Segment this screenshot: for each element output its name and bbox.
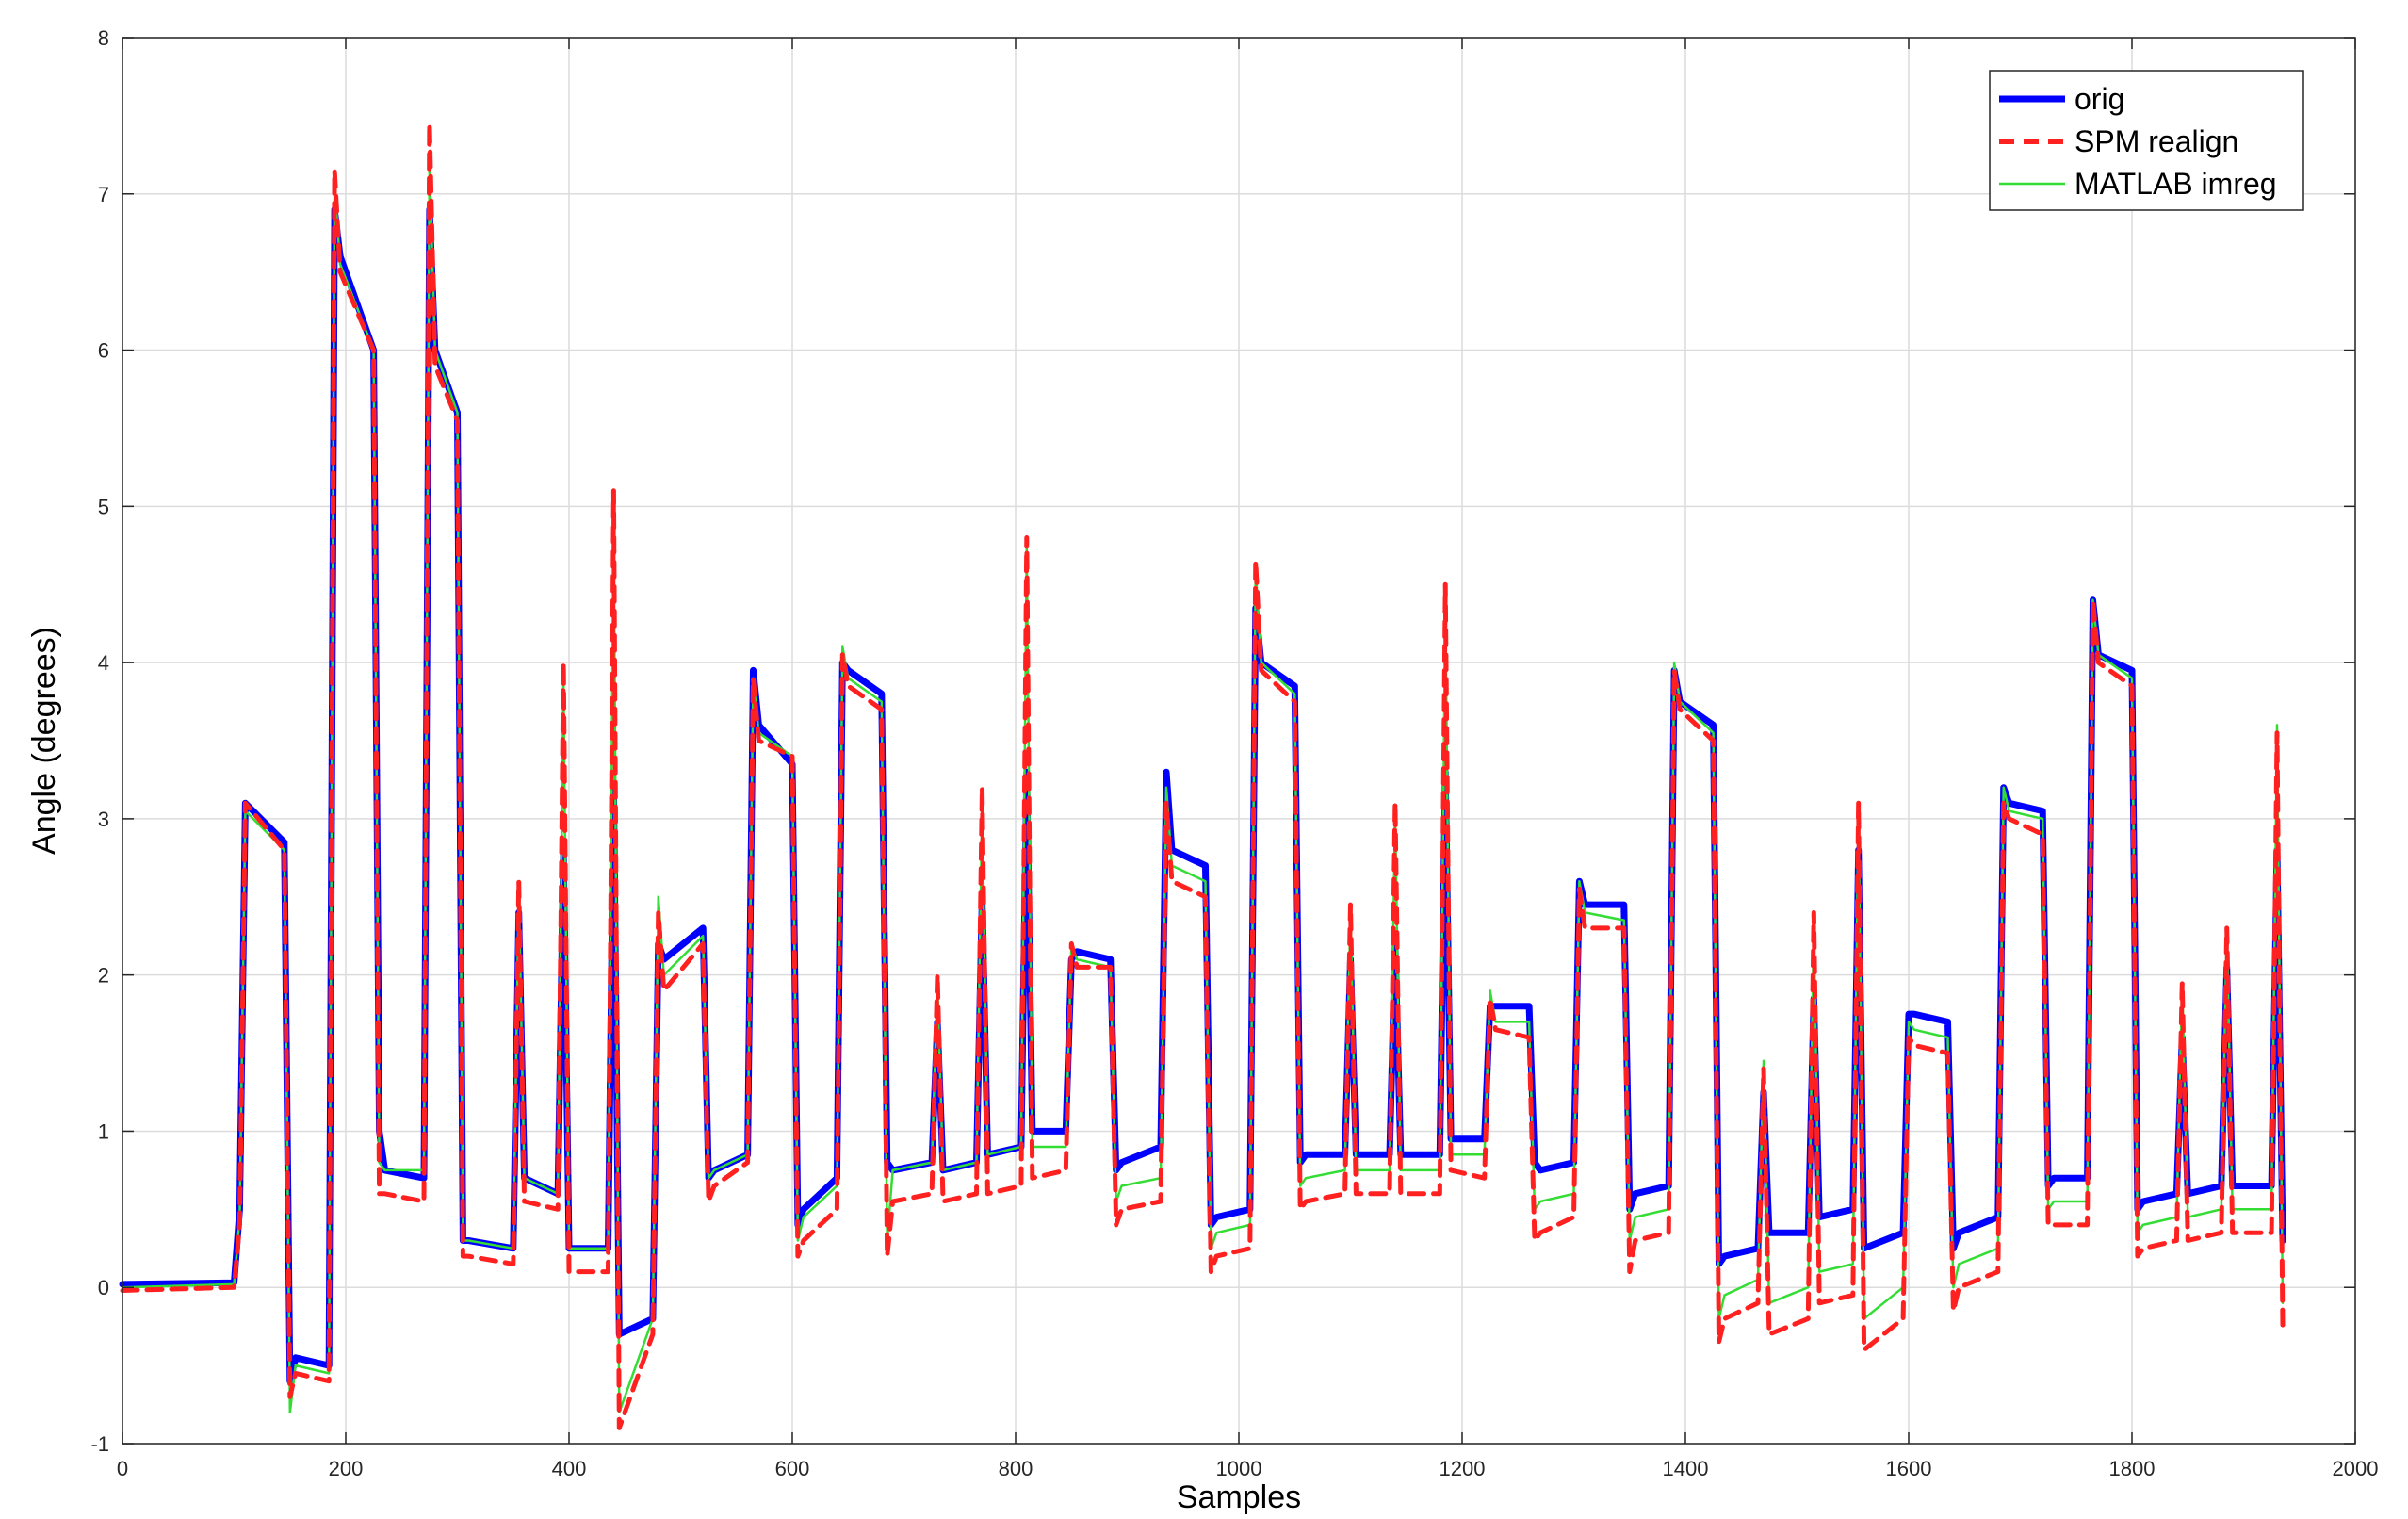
y-tick-label: 2 [98, 964, 109, 988]
x-tick-label: 1800 [2109, 1457, 2156, 1480]
x-tick-label: 600 [775, 1457, 810, 1480]
y-tick-label: 4 [98, 651, 109, 675]
x-tick-label: 1400 [1663, 1457, 1709, 1480]
x-tick-label: 0 [117, 1457, 128, 1480]
series-layer [119, 121, 2286, 1430]
series-line-spm-realign [120, 121, 2286, 1430]
y-tick-label: 5 [98, 495, 109, 518]
x-tick-label: 1200 [1440, 1457, 1486, 1480]
y-axis-label: Angle (degrees) [26, 627, 62, 855]
y-tick-label: 6 [98, 339, 109, 363]
legend-label-spm-realign: SPM realign [2074, 124, 2238, 158]
y-tick-label: 3 [98, 808, 109, 831]
legend-box [1989, 70, 2304, 211]
y-axis-ticks: -1 0 1 2 3 4 5 6 7 8 [90, 26, 2355, 1456]
x-axis-label: Samples [1177, 1479, 1301, 1515]
x-axis-ticks: 0 200 400 600 800 1000 1200 1400 1600 1800 2000 [117, 38, 2379, 1480]
legend-label-matlab-imreg: MATLAB imreg [2074, 167, 2277, 201]
y-tick-label: 0 [98, 1276, 109, 1299]
y-tick-label: 7 [98, 183, 109, 206]
x-tick-label: 200 [329, 1457, 364, 1480]
x-tick-label: 1600 [1886, 1457, 1932, 1480]
x-tick-label: 400 [552, 1457, 587, 1480]
legend: orig SPM realign MATLAB imreg [1989, 70, 2304, 211]
y-tick-label: 1 [98, 1119, 109, 1143]
x-tick-label: 1000 [1216, 1457, 1262, 1480]
y-tick-label: 8 [98, 26, 109, 50]
legend-label-orig: orig [2074, 82, 2124, 116]
y-tick-label: -1 [90, 1432, 109, 1456]
x-tick-label: 800 [999, 1457, 1033, 1480]
x-tick-label: 2000 [2333, 1457, 2379, 1480]
